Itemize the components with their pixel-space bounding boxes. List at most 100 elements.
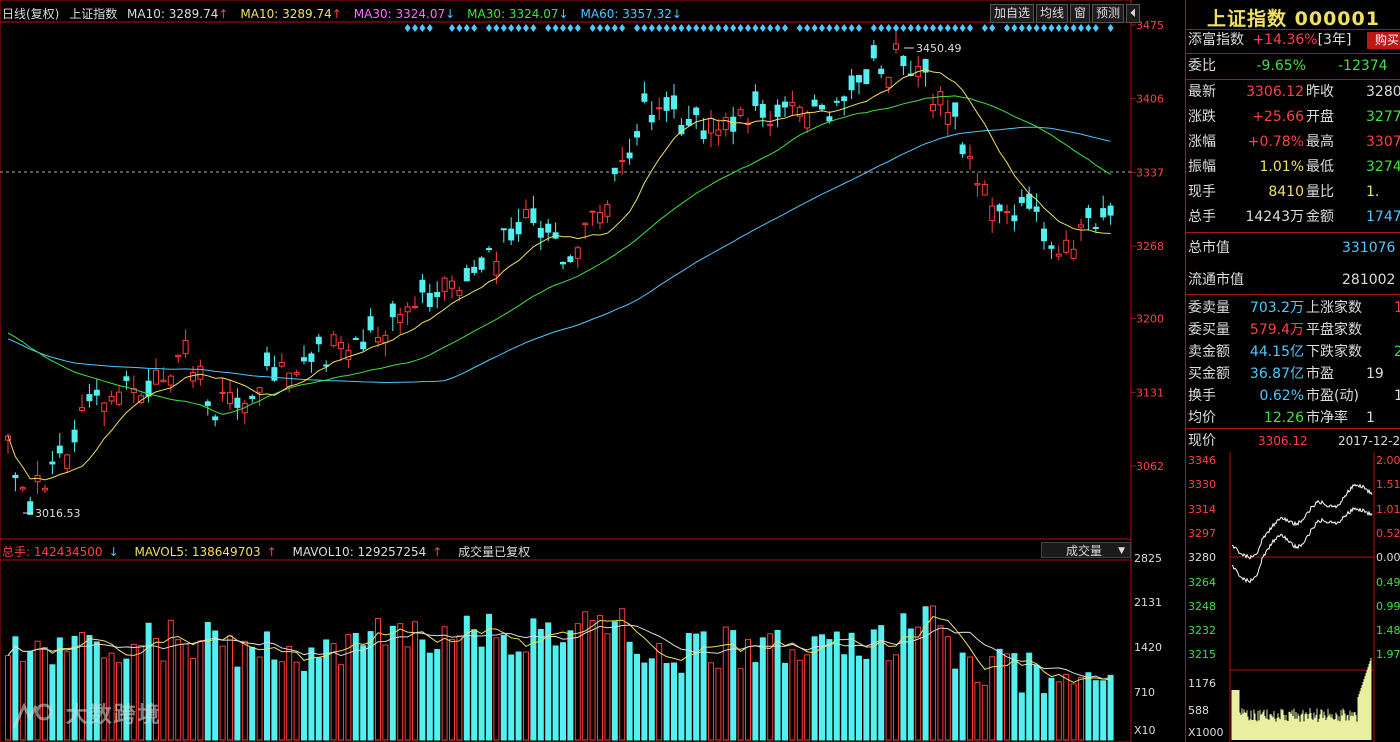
volume-bar	[86, 634, 93, 741]
candle-body	[463, 268, 470, 282]
forecast-button[interactable]: 预测	[1092, 4, 1125, 23]
volume-bar	[730, 630, 737, 741]
row-value: 36.87亿	[1249, 366, 1304, 382]
volume-bar	[515, 651, 522, 741]
candle-body	[989, 205, 996, 222]
candle-body	[774, 104, 781, 117]
volume-bar	[1092, 680, 1099, 741]
volume-bar	[360, 645, 367, 741]
event-marker	[1018, 24, 1025, 32]
volume-bar	[782, 662, 788, 741]
event-marker	[693, 24, 700, 32]
intraday-header: 现价 3306.12 2017-12-26	[1188, 433, 1400, 449]
volume-bar	[1078, 677, 1084, 741]
volume-bar	[493, 637, 500, 741]
candle-body	[456, 289, 463, 296]
event-marker	[449, 24, 455, 32]
candlestick-series	[5, 29, 1114, 515]
volume-bar	[1033, 664, 1040, 741]
candle-body	[1033, 206, 1040, 212]
volume-bar	[108, 652, 115, 741]
candle-body	[79, 407, 85, 411]
candle-body	[930, 103, 936, 112]
market-cap-row: 总市值 331076	[1188, 240, 1396, 256]
candle-body	[545, 223, 552, 233]
candle-body	[1100, 208, 1107, 218]
volume-bar	[1048, 677, 1055, 741]
candle-body	[71, 429, 78, 443]
candle-body	[86, 394, 93, 402]
candle-body	[996, 204, 1003, 212]
event-marker	[486, 24, 492, 32]
volume-bar	[471, 629, 478, 741]
volume-bar	[508, 654, 515, 741]
event-marker	[456, 24, 463, 32]
period-label: 日线(复权)	[2, 7, 60, 21]
quote-row: 均价 12.26 市净率 1	[1188, 408, 1400, 428]
event-marker	[611, 24, 618, 32]
buy-button[interactable]: 购买	[1367, 32, 1400, 49]
event-marker	[782, 24, 788, 32]
window-button[interactable]: 窗	[1070, 4, 1091, 23]
candle-body	[212, 416, 219, 421]
row-value: 10	[1338, 298, 1400, 318]
candle-body	[56, 445, 63, 454]
candle-body	[508, 228, 515, 241]
volume-bar	[981, 684, 988, 741]
volume-bar	[153, 637, 159, 741]
collapse-panel-button[interactable]: ⏴	[1126, 4, 1141, 23]
commission-ratio-row: 委比 -9.65% -12374	[1188, 58, 1388, 74]
event-marker	[804, 24, 811, 32]
row-value: 8410	[1268, 184, 1304, 200]
candle-body	[922, 59, 929, 73]
candle-body	[367, 316, 374, 331]
volume-bar	[352, 632, 359, 741]
candle-body	[1041, 228, 1047, 242]
volume-bar	[123, 658, 130, 741]
volume-bar	[1063, 673, 1070, 741]
candle-body	[537, 227, 544, 238]
event-marker	[523, 24, 529, 32]
event-marker	[730, 24, 737, 32]
float-cap-row: 流通市值 281002	[1188, 272, 1396, 288]
candle-body	[663, 97, 670, 111]
volume-bar	[293, 661, 300, 741]
event-marker	[737, 24, 744, 32]
candle-body	[693, 107, 700, 116]
volume-bar	[145, 622, 152, 741]
volume-bar	[537, 629, 544, 741]
candle-body	[204, 401, 211, 406]
volume-bar	[278, 661, 285, 741]
row-label: 委卖量	[1188, 300, 1230, 316]
candle-body	[700, 130, 707, 140]
event-marker	[944, 24, 951, 32]
row-label: 金额	[1306, 209, 1334, 225]
ma-settings-button[interactable]: 均线	[1036, 4, 1069, 23]
kline-chart[interactable]: 3475 3406 3337 3268 3200 3131 3062 2825 2131 142…	[0, 0, 1185, 742]
mini-left-tick: 3314	[1188, 503, 1216, 516]
event-marker	[907, 24, 914, 32]
quote-row: 卖金额 44.15亿下跌家数2	[1188, 342, 1400, 362]
indicator-select[interactable]: 成交量 ▼	[1041, 542, 1131, 558]
row-label: 最新	[1188, 84, 1216, 100]
add-watchlist-button[interactable]: 加自选	[990, 4, 1035, 23]
price-tick: 3337	[1136, 166, 1164, 179]
row-label: 下跌家数	[1306, 344, 1362, 360]
volume-bar	[915, 626, 922, 741]
candle-body	[182, 340, 189, 355]
volume-bar	[700, 631, 707, 741]
volume-bar	[301, 670, 307, 741]
fund-row: 添富指数 +14.36%[3年]	[1188, 32, 1352, 48]
volume-bar	[996, 648, 1003, 741]
chart-toolbar: 加自选 均线 窗 预测 ⏴	[990, 4, 1141, 23]
volume-bar	[944, 636, 951, 741]
volume-bar	[1011, 653, 1018, 741]
mini-right-tick: 1.97	[1376, 648, 1400, 661]
volume-bar	[367, 631, 374, 741]
volume-bar	[1107, 674, 1114, 741]
candle-body	[737, 109, 744, 116]
mini-right-tick: 1.01	[1376, 503, 1400, 516]
event-marker	[981, 24, 988, 32]
volume-bar	[826, 639, 833, 741]
price-tick: 3200	[1136, 313, 1164, 326]
